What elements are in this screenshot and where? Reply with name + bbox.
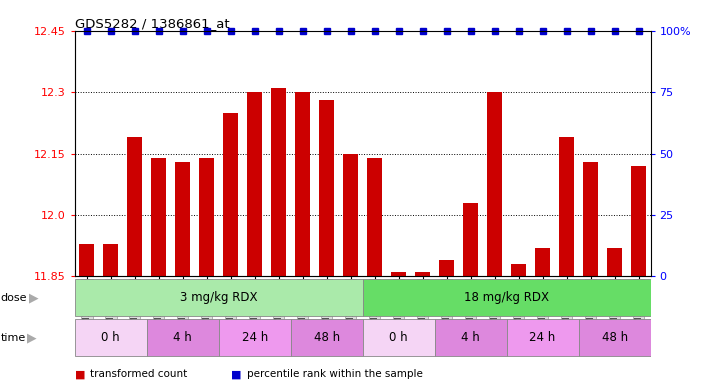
Bar xyxy=(296,92,310,276)
Bar xyxy=(560,137,574,276)
Bar xyxy=(223,113,237,276)
Bar xyxy=(219,319,291,356)
Bar xyxy=(127,137,142,276)
Text: 3 mg/kg RDX: 3 mg/kg RDX xyxy=(180,291,257,304)
Bar xyxy=(535,248,550,276)
Bar xyxy=(291,319,363,356)
Text: 24 h: 24 h xyxy=(242,331,268,344)
Text: 0 h: 0 h xyxy=(102,331,120,344)
Bar xyxy=(363,279,651,316)
Text: 0 h: 0 h xyxy=(390,331,408,344)
Text: GDS5282 / 1386861_at: GDS5282 / 1386861_at xyxy=(75,17,229,30)
Text: 24 h: 24 h xyxy=(530,331,556,344)
Bar xyxy=(434,319,507,356)
Bar xyxy=(488,92,502,276)
Bar xyxy=(391,272,406,276)
Bar xyxy=(607,248,622,276)
Bar xyxy=(319,100,334,276)
Bar xyxy=(506,319,579,356)
Bar xyxy=(75,279,363,316)
Text: transformed count: transformed count xyxy=(90,369,188,379)
Text: time: time xyxy=(1,333,26,343)
Text: 18 mg/kg RDX: 18 mg/kg RDX xyxy=(464,291,549,304)
Bar xyxy=(146,319,219,356)
Bar xyxy=(584,162,598,276)
Bar xyxy=(176,162,190,276)
Bar xyxy=(343,154,358,276)
Bar xyxy=(247,92,262,276)
Bar xyxy=(104,244,118,276)
Bar xyxy=(464,203,478,276)
Bar xyxy=(511,264,526,276)
Bar xyxy=(80,244,94,276)
Text: ■: ■ xyxy=(231,369,242,379)
Bar xyxy=(415,272,429,276)
Text: ▶: ▶ xyxy=(27,331,37,344)
Text: ■: ■ xyxy=(75,369,85,379)
Text: ▶: ▶ xyxy=(29,291,39,304)
Text: 4 h: 4 h xyxy=(173,331,192,344)
Bar xyxy=(631,166,646,276)
Text: 4 h: 4 h xyxy=(461,331,480,344)
Text: 48 h: 48 h xyxy=(314,331,340,344)
Bar xyxy=(199,158,214,276)
Text: percentile rank within the sample: percentile rank within the sample xyxy=(247,369,422,379)
Bar xyxy=(579,319,651,356)
Bar xyxy=(439,260,454,276)
Text: dose: dose xyxy=(1,293,27,303)
Bar xyxy=(75,319,146,356)
Text: 48 h: 48 h xyxy=(602,331,628,344)
Bar xyxy=(363,319,434,356)
Bar xyxy=(368,158,382,276)
Bar xyxy=(151,158,166,276)
Bar xyxy=(272,88,286,276)
